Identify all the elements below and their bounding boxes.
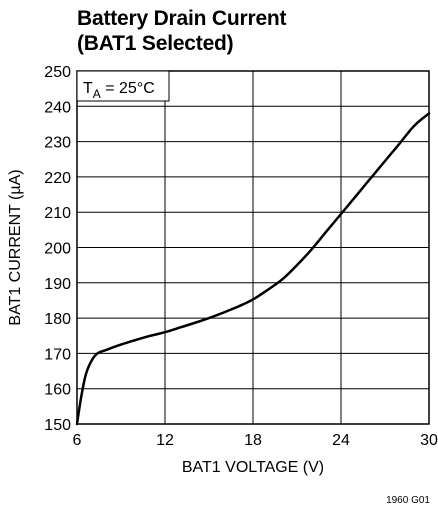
annotation-box bbox=[76, 70, 170, 102]
y-tick-label: 150 bbox=[44, 417, 71, 434]
figure-code: 1960 G01 bbox=[386, 495, 430, 506]
y-axis-label: BAT1 CURRENT (µA) bbox=[7, 169, 24, 325]
grid bbox=[77, 71, 429, 424]
x-tick-label: 24 bbox=[332, 432, 350, 449]
x-tick-label: 30 bbox=[420, 432, 438, 449]
y-tick-label: 250 bbox=[44, 64, 71, 81]
x-tick-label: 6 bbox=[73, 432, 82, 449]
y-tick-label: 240 bbox=[44, 99, 71, 116]
x-tick-label: 12 bbox=[156, 432, 174, 449]
y-tick-label: 190 bbox=[44, 276, 71, 293]
series-line bbox=[75, 112, 431, 426]
y-tick-label: 160 bbox=[44, 382, 71, 399]
x-axis-label: BAT1 VOLTAGE (V) bbox=[182, 459, 324, 476]
plot-frame bbox=[76, 70, 430, 425]
chart-title-line1: Battery Drain Current bbox=[77, 7, 287, 30]
y-tick-label: 180 bbox=[44, 311, 71, 328]
y-tick-label: 220 bbox=[44, 170, 71, 187]
y-tick-label: 200 bbox=[44, 241, 71, 258]
x-tick-labels: 6 12 18 24 30 bbox=[73, 432, 438, 449]
y-tick-label: 170 bbox=[44, 346, 71, 363]
y-tick-label: 210 bbox=[44, 205, 71, 222]
chart-title-line2: (BAT1 Selected) bbox=[77, 32, 234, 55]
y-tick-labels: 150 160 170 180 190 200 210 220 230 240 250 bbox=[44, 64, 71, 434]
chart-title: Battery Drain Current (BAT1 Selected) bbox=[77, 6, 287, 56]
y-tick-label: 230 bbox=[44, 135, 71, 152]
x-tick-label: 18 bbox=[244, 432, 262, 449]
temperature-annotation: TA = 25°C bbox=[83, 80, 155, 101]
